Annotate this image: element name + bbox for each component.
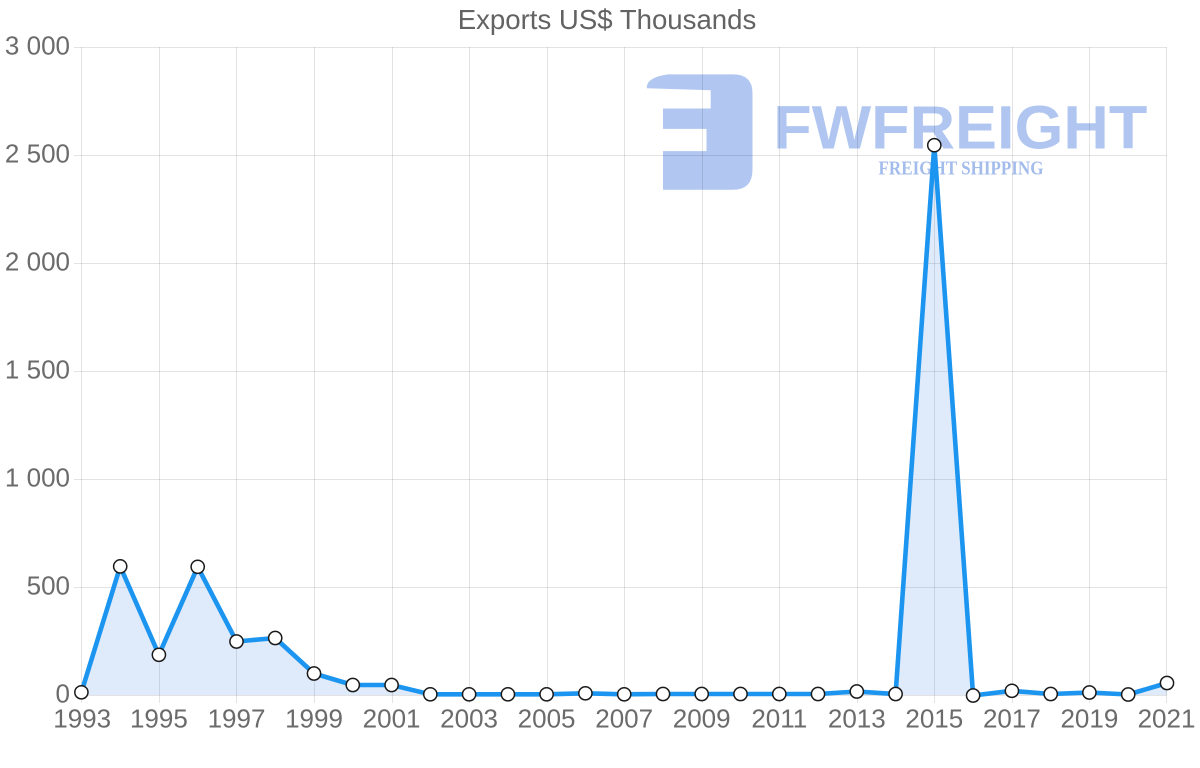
svg-text:2015: 2015 — [905, 704, 963, 734]
svg-text:FREIGHT SHIPPING: FREIGHT SHIPPING — [879, 159, 1044, 180]
svg-text:500: 500 — [27, 570, 70, 600]
svg-text:Exports US$ Thousands: Exports US$ Thousands — [458, 4, 757, 35]
svg-text:FWFREIGHT: FWFREIGHT — [773, 94, 1147, 162]
svg-text:2011: 2011 — [751, 704, 807, 734]
svg-text:1 000: 1 000 — [5, 462, 70, 492]
svg-text:2021: 2021 — [1138, 704, 1196, 734]
svg-text:2003: 2003 — [440, 704, 498, 734]
svg-text:3 000: 3 000 — [5, 30, 70, 60]
svg-text:2017: 2017 — [983, 704, 1041, 734]
svg-text:2013: 2013 — [828, 704, 886, 734]
svg-text:2 500: 2 500 — [5, 138, 70, 168]
svg-text:2 000: 2 000 — [5, 246, 70, 276]
svg-text:2007: 2007 — [595, 704, 653, 734]
svg-text:1999: 1999 — [285, 704, 343, 734]
svg-text:1997: 1997 — [208, 704, 266, 734]
svg-text:1993: 1993 — [53, 704, 111, 734]
svg-text:1 500: 1 500 — [5, 354, 70, 384]
svg-text:2001: 2001 — [363, 704, 421, 734]
svg-text:2005: 2005 — [518, 704, 576, 734]
svg-text:1995: 1995 — [130, 704, 188, 734]
svg-text:0: 0 — [56, 678, 70, 708]
svg-text:2009: 2009 — [673, 704, 731, 734]
svg-text:2019: 2019 — [1060, 704, 1118, 734]
